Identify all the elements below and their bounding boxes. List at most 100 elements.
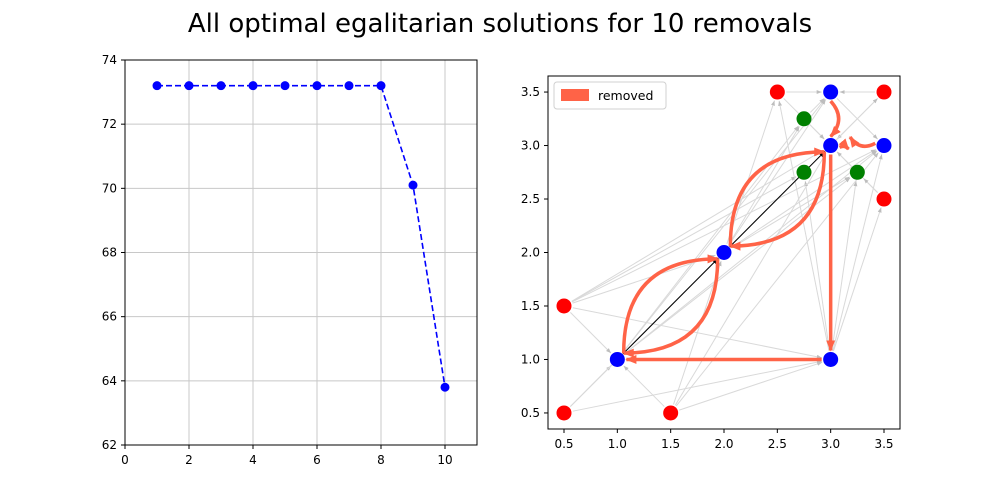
graph-node xyxy=(823,84,839,100)
legend-box xyxy=(553,81,667,110)
data-point xyxy=(376,81,386,91)
x-tick-label: 4 xyxy=(249,453,257,467)
y-tick-label: 0.5 xyxy=(521,406,540,420)
graph-node xyxy=(876,138,892,154)
removed-edge xyxy=(838,138,850,151)
graph-node xyxy=(556,405,572,421)
x-tick-label: 3.0 xyxy=(821,437,840,451)
data-point xyxy=(344,81,354,91)
graph-edge xyxy=(778,100,830,351)
graph-edge xyxy=(833,207,882,352)
x-tick-label: 2.0 xyxy=(714,437,733,451)
graph-edge xyxy=(726,100,775,245)
figure-title: All optimal egalitarian solutions for 10… xyxy=(188,9,812,39)
y-tick-label: 62 xyxy=(102,438,117,452)
graph-edge xyxy=(571,149,824,302)
graph-edge xyxy=(572,254,716,304)
legend-label: removed xyxy=(598,88,653,103)
data-point xyxy=(440,382,450,392)
graph-node xyxy=(876,191,892,207)
graph-edge xyxy=(571,176,797,303)
y-tick-label: 68 xyxy=(102,246,117,260)
graph-edge xyxy=(571,149,877,303)
graph-node xyxy=(556,298,572,314)
x-tick-label: 1.0 xyxy=(608,437,627,451)
graph-node xyxy=(823,138,839,154)
y-tick-label: 74 xyxy=(102,53,117,67)
highlight-edge xyxy=(729,150,826,248)
graph-node xyxy=(663,405,679,421)
graph-panel: 0.5 1.0 1.5 2.0 2.5 3.0 3.5 0.5 1.0 1.5 2.0 2.5 3.0 3… xyxy=(521,75,901,451)
data-point xyxy=(280,81,290,91)
data-point xyxy=(184,81,194,91)
graph-nodes xyxy=(556,84,892,421)
legend-swatch xyxy=(561,89,589,101)
plot-frame xyxy=(547,75,901,430)
graph-edge xyxy=(675,152,879,407)
graph-edge xyxy=(623,365,665,407)
x-tick-label: 3.5 xyxy=(874,437,893,451)
graph-edge xyxy=(832,154,883,351)
removed-edge xyxy=(729,151,827,251)
y-tick-label: 3.5 xyxy=(521,85,540,99)
y-tick-label: 2.5 xyxy=(521,192,540,206)
graph-edge xyxy=(810,98,825,113)
graph-edge xyxy=(810,124,825,140)
graph-edge xyxy=(831,181,858,351)
series-line xyxy=(157,84,446,388)
x-tick-label: 10 xyxy=(437,453,452,467)
data-point xyxy=(216,81,226,91)
x-tick-label: 6 xyxy=(313,453,321,467)
graph-edge xyxy=(624,150,878,355)
y-tick-label: 70 xyxy=(102,181,117,195)
data-point xyxy=(408,180,418,190)
highlight-edge xyxy=(622,257,719,355)
removed-edge xyxy=(728,147,826,247)
graph-edge xyxy=(674,152,827,406)
removed-edge xyxy=(829,99,841,138)
removed-edge xyxy=(622,258,720,358)
x-tick-label: 0.5 xyxy=(554,437,573,451)
line-series xyxy=(152,81,450,392)
graph-edge xyxy=(728,126,800,246)
graph-edge xyxy=(863,178,878,193)
y-tick-label: 3.0 xyxy=(521,139,540,153)
graph-node xyxy=(823,351,839,367)
y-tick-label: 64 xyxy=(102,374,117,388)
graph-edge xyxy=(572,307,822,359)
graph-node xyxy=(769,84,785,100)
graph-edge xyxy=(836,151,852,167)
y-tick-label: 1.0 xyxy=(521,352,540,366)
y-tick-label: 1.5 xyxy=(521,299,540,313)
removed-edge xyxy=(848,135,877,149)
y-tick-label: 66 xyxy=(102,310,117,324)
removed-edges xyxy=(621,99,877,364)
x-tick-label: 2 xyxy=(185,453,193,467)
data-point xyxy=(312,81,322,91)
graph-node xyxy=(796,164,812,180)
x-tick-label: 1.5 xyxy=(661,437,680,451)
plot-frame xyxy=(124,59,478,446)
graph-node xyxy=(876,84,892,100)
graph-edge xyxy=(679,361,823,411)
graph-node xyxy=(716,245,732,260)
legend: removed xyxy=(553,81,667,110)
graph-node xyxy=(796,111,812,127)
x-tick-label: 8 xyxy=(377,453,385,467)
axis-ticks: 0.5 1.0 1.5 2.0 2.5 3.0 3.5 0.5 1.0 1.5 2.0 2.5 3.0 3… xyxy=(521,85,894,451)
graph-edge xyxy=(803,181,830,351)
x-tick-label: 0 xyxy=(121,453,129,467)
graph-node xyxy=(609,351,625,367)
graph-node xyxy=(849,164,865,180)
y-tick-label: 72 xyxy=(102,117,117,131)
graph-edge xyxy=(572,360,822,412)
data-point xyxy=(152,81,162,91)
x-tick-label: 2.5 xyxy=(768,437,787,451)
removed-edge xyxy=(621,254,719,354)
y-tick-label: 2.0 xyxy=(521,246,540,260)
data-point xyxy=(248,81,258,91)
graph-edge xyxy=(570,312,612,354)
